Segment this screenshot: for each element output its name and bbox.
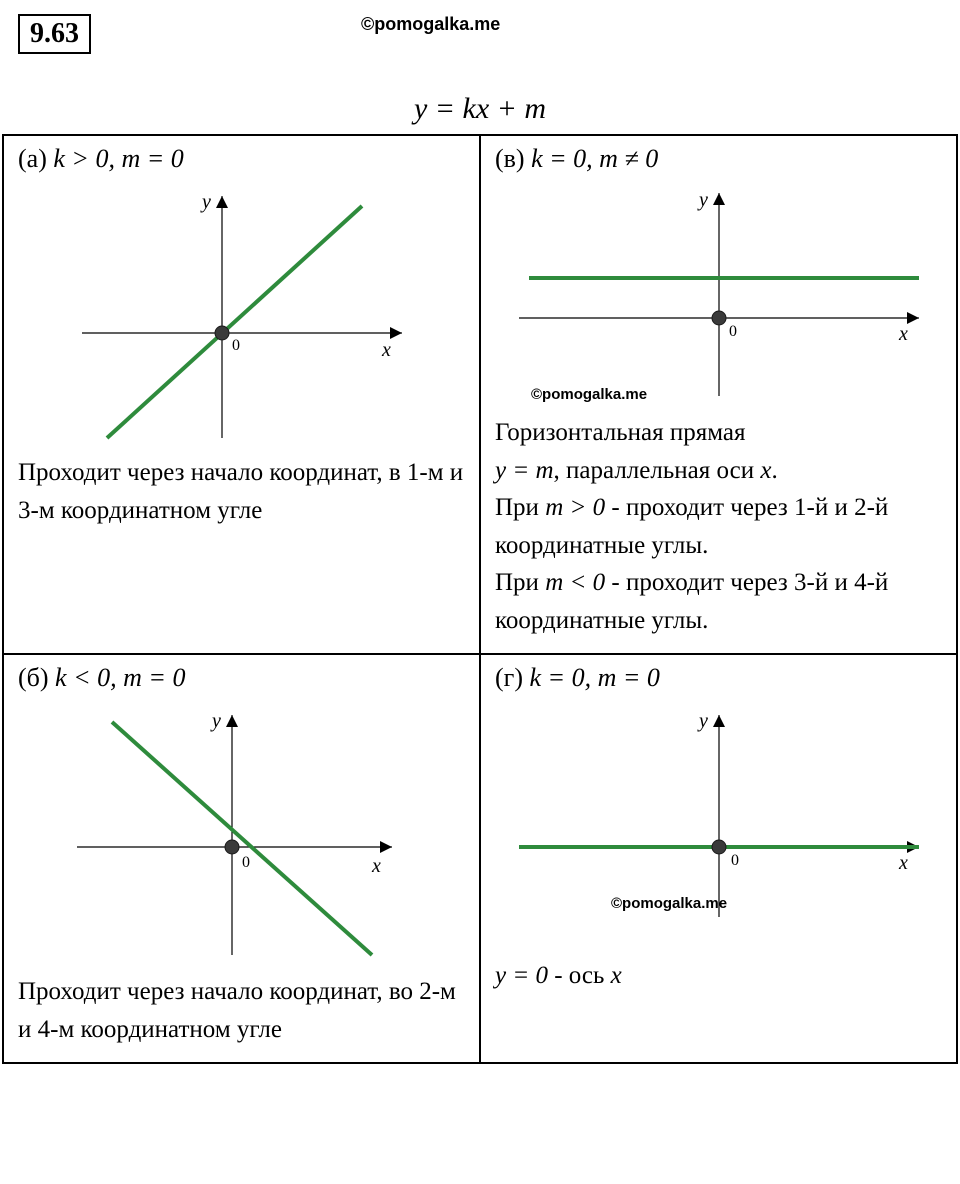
cell-g-condition: (г) k = 0, m = 0: [495, 663, 942, 693]
svg-text:0: 0: [729, 323, 737, 340]
cell-a-condition: (а) k > 0, m = 0: [18, 144, 465, 174]
watermark-top: ©pomogalka.me: [361, 14, 500, 35]
cell-g: (г) k = 0, m = 0 y x 0 ©pomogalka.me y =…: [480, 654, 957, 1063]
svg-text:0: 0: [242, 854, 250, 871]
svg-text:y: y: [697, 189, 708, 211]
cell-b: (б) k < 0, m = 0 y x 0 Проходит через на…: [3, 654, 480, 1063]
cell-a-description: Проходит через начало координат, в 1-м и…: [18, 454, 465, 529]
cell-b-chart: y x 0: [18, 697, 465, 967]
cell-v-chart: y x 0: [495, 178, 942, 408]
cell-v-condition: (в) k = 0, m ≠ 0: [495, 144, 942, 174]
main-formula: y = kx + m: [0, 62, 960, 134]
cell-v: (в) k = 0, m ≠ 0 y x 0 ©pomogalka.me Гор…: [480, 135, 957, 654]
svg-text:y: y: [210, 710, 221, 732]
cases-grid: (а) k > 0, m = 0 y x 0 Проходит через на…: [2, 134, 958, 1064]
watermark-cell-v: ©pomogalka.me: [531, 386, 647, 403]
problem-number: 9.63: [18, 14, 91, 54]
cell-g-description: y = 0 - ось x: [495, 957, 942, 995]
svg-text:x: x: [898, 852, 908, 874]
svg-text:y: y: [697, 710, 708, 732]
svg-text:x: x: [371, 855, 381, 877]
watermark-cell-g: ©pomogalka.me: [611, 895, 727, 912]
svg-text:0: 0: [731, 852, 739, 869]
cell-a: (а) k > 0, m = 0 y x 0 Проходит через на…: [3, 135, 480, 654]
cell-v-description: Горизонтальная прямая y = m, параллельна…: [495, 414, 942, 639]
cell-g-chart: y x 0: [495, 697, 942, 927]
x-label: x: [381, 339, 391, 361]
header: 9.63 ©pomogalka.me: [0, 0, 960, 62]
cell-b-condition: (б) k < 0, m = 0: [18, 663, 465, 693]
y-label: y: [200, 191, 211, 213]
svg-text:x: x: [898, 323, 908, 345]
cell-b-description: Проходит через начало координат, во 2-м …: [18, 973, 465, 1048]
cell-a-chart: y x 0: [18, 178, 465, 448]
origin-label: 0: [232, 337, 240, 354]
